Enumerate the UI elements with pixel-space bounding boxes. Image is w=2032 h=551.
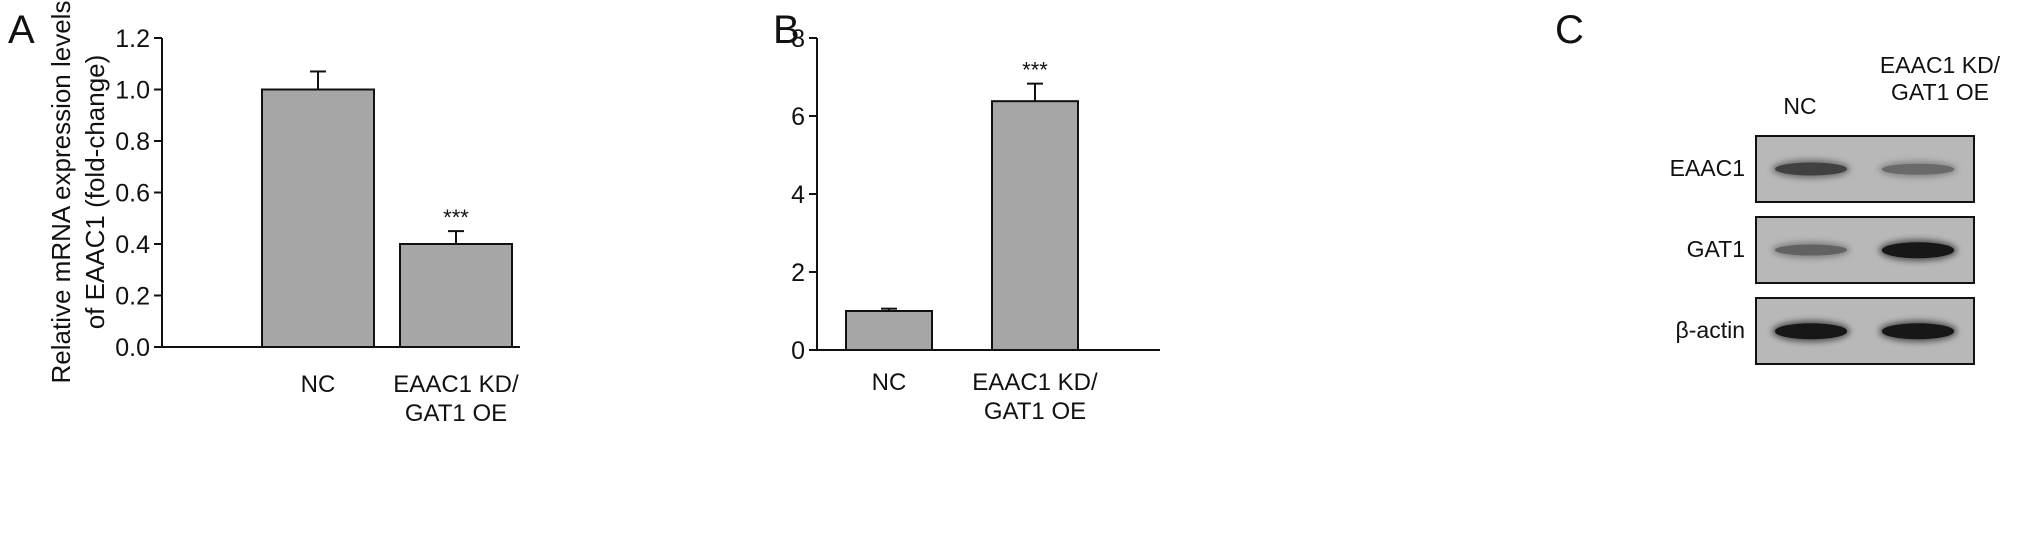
y-axis-label-line2: of EAAC1 (fold-change) xyxy=(80,55,110,330)
wb-col-treat-line1: EAAC1 KD/ xyxy=(1879,52,2001,78)
blot-strip xyxy=(1755,216,1975,284)
bar xyxy=(991,100,1079,352)
wb-col-treat: EAAC1 KD/ GAT1 OE xyxy=(1855,52,2025,106)
x-category-label: GAT1 OE xyxy=(405,400,507,427)
y-tick-label: 0.6 xyxy=(115,180,150,208)
x-category-label: EAAC1 KD/ xyxy=(972,369,1098,396)
y-tick-label: 6 xyxy=(791,103,805,131)
x-category-label: EAAC1 KD/ xyxy=(393,371,519,398)
y-tick-label: 0.2 xyxy=(115,283,150,311)
bar xyxy=(261,88,375,348)
blot-band xyxy=(1882,163,1954,175)
panel-letter-a: A xyxy=(8,8,35,52)
y-tick-label: 0.0 xyxy=(115,334,150,362)
blot-band xyxy=(1775,244,1847,256)
blot-band xyxy=(1882,323,1954,339)
x-category-label: NC xyxy=(872,369,907,396)
panel-letter-b: B xyxy=(773,8,800,52)
significance-label: *** xyxy=(1022,58,1048,83)
blot-strip xyxy=(1755,297,1975,365)
wb-row-label: EAAC1 xyxy=(1669,155,1745,181)
panel-letter-c: C xyxy=(1555,8,1584,52)
y-tick-label: 4 xyxy=(791,181,805,209)
x-category-label: NC xyxy=(301,371,336,398)
chart-a: 0.0 0.2 0.4 0.6 0.8 1.0 1.2 Relative mRNA expre… xyxy=(46,1,520,427)
blot-band xyxy=(1775,162,1847,176)
bar xyxy=(845,310,933,351)
wb-row-label: β-actin xyxy=(1675,317,1745,343)
x-category-label: GAT1 OE xyxy=(984,398,1086,425)
y-tick-label: 0 xyxy=(791,337,805,365)
y-tick-label: 1.0 xyxy=(115,77,150,105)
significance-label: *** xyxy=(443,205,469,230)
bar xyxy=(399,243,513,348)
blot-band xyxy=(1775,323,1847,339)
y-tick-label: 0.4 xyxy=(115,231,150,259)
y-axis-label-line1: Relative mRNA expression levels xyxy=(46,1,76,384)
blot-strip xyxy=(1755,135,1975,203)
y-tick-label: 2 xyxy=(791,259,805,287)
wb-row-label: GAT1 xyxy=(1686,236,1745,262)
y-tick-label: 0.8 xyxy=(115,128,150,156)
y-tick-label: 1.2 xyxy=(115,25,150,53)
wb-col-treat-line2: GAT1 OE xyxy=(1891,79,1989,105)
wb-col-nc: NC xyxy=(1783,93,1817,119)
blot-band xyxy=(1882,242,1954,258)
y-tick-label: 8 xyxy=(791,25,805,53)
